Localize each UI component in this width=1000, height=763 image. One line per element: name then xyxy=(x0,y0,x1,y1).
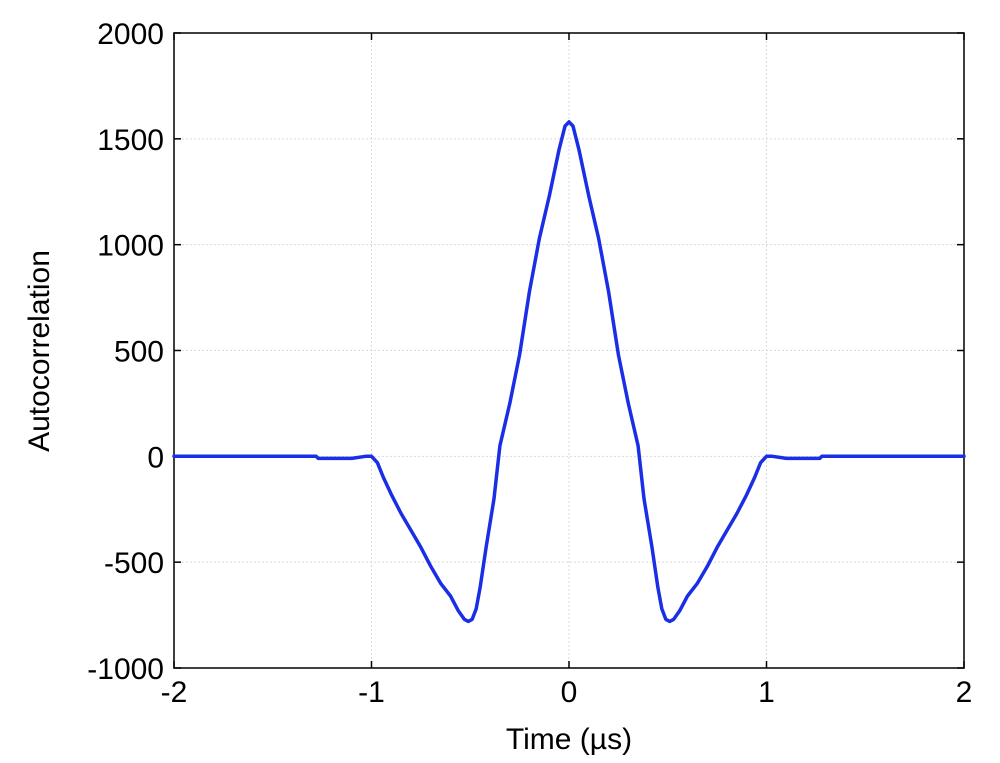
y-tick-label: -1000 xyxy=(87,653,164,686)
y-tick-label: -500 xyxy=(104,547,164,580)
y-tick-label: 2000 xyxy=(97,18,164,51)
x-tick-label: -2 xyxy=(161,676,188,709)
x-axis-title: Time (µs) xyxy=(506,723,632,756)
y-tick-label: 500 xyxy=(114,336,164,369)
y-tick-label: 1500 xyxy=(97,124,164,157)
y-tick-label: 0 xyxy=(147,441,164,474)
series-line xyxy=(172,120,966,624)
x-tick-label: 1 xyxy=(758,676,775,709)
plot-frame xyxy=(173,32,965,669)
x-tick-label: 2 xyxy=(956,676,973,709)
y-tick-label: 1000 xyxy=(97,230,164,263)
label-layer: -2 -1 0 1 2 -1000 -500 0 500 1000 1500 2000 xyxy=(87,18,972,709)
grid-layer xyxy=(174,33,964,668)
x-tick-label: 0 xyxy=(561,676,578,709)
y-axis-title: Autocorrelation xyxy=(23,250,56,452)
x-tick-label: -1 xyxy=(358,676,385,709)
